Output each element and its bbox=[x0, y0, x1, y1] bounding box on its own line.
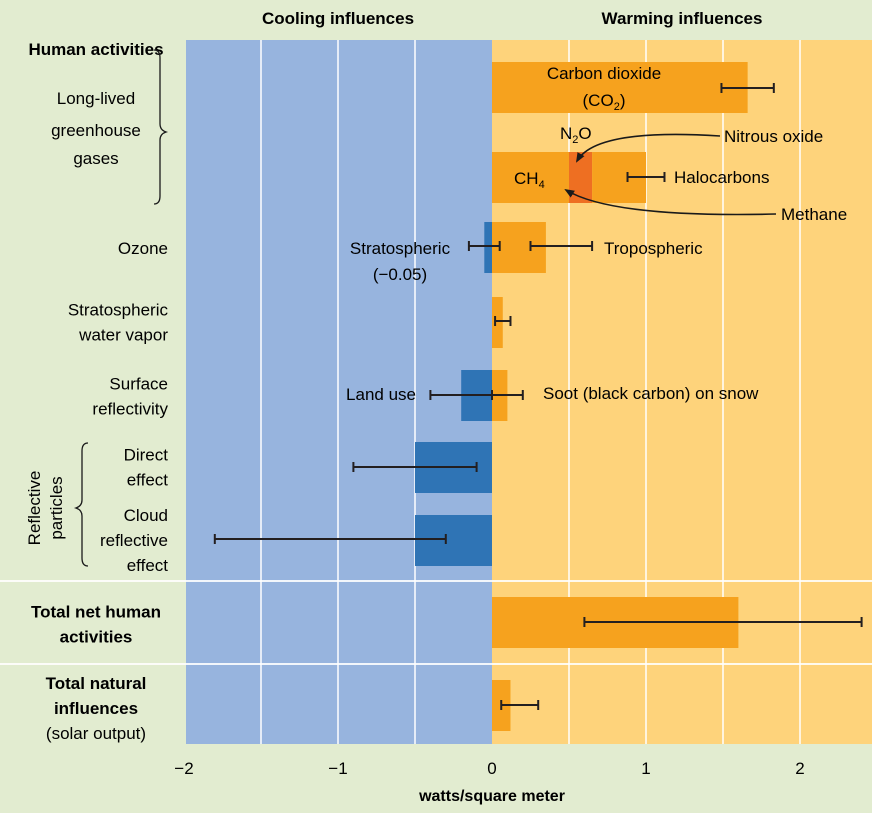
row-sublabel-natural: (solar output) bbox=[46, 724, 146, 743]
group-label-reflective-line1: Reflective bbox=[25, 471, 44, 546]
error-bar-layer bbox=[213, 83, 863, 710]
label-n2o: N2O bbox=[560, 124, 592, 146]
cooling-background bbox=[186, 40, 492, 744]
x-tick-label: −1 bbox=[328, 759, 347, 778]
x-tick-label: 0 bbox=[487, 759, 496, 778]
row-label-natural-line2: influences bbox=[54, 699, 138, 718]
group-label-reflective-line2: particles bbox=[47, 476, 66, 539]
bar-layer bbox=[415, 62, 748, 731]
cooling-header: Cooling influences bbox=[262, 9, 414, 28]
row-label-total_human-line2: activities bbox=[60, 628, 133, 647]
co2-formula-post: ) bbox=[620, 91, 626, 110]
x-tick-labels: −2 −1 0 1 2 bbox=[174, 759, 804, 778]
n2o-sub: 2 bbox=[572, 134, 578, 146]
co2-formula-pre: (CO bbox=[583, 91, 614, 110]
arrow-nitrous-oxide bbox=[575, 133, 721, 163]
label-soot: Soot (black carbon) on snow bbox=[543, 384, 759, 403]
row-labels: Ozone Stratospheric water vapor Surface refl… bbox=[31, 239, 169, 743]
label-stratospheric: Stratospheric bbox=[350, 239, 451, 258]
warming-header: Warming influences bbox=[602, 9, 763, 28]
ghg-bracket bbox=[153, 49, 169, 205]
label-nitrous-oxide: Nitrous oxide bbox=[724, 127, 823, 146]
label-carbon-dioxide: Carbon dioxide bbox=[547, 64, 661, 83]
bar-nitrous-oxide-n2o bbox=[569, 152, 593, 203]
group-label-ghg-line2: greenhouse bbox=[51, 121, 141, 140]
arrow-methane bbox=[564, 188, 777, 216]
bar-carbon-dioxide-co2 bbox=[492, 62, 748, 113]
n2o-post: O bbox=[578, 124, 591, 143]
x-tick-label: 1 bbox=[641, 759, 650, 778]
ch4-pre: CH bbox=[514, 169, 539, 188]
group-label-human-activities: Human activities bbox=[28, 40, 163, 59]
row-label-surface-line1: Surface bbox=[109, 375, 168, 394]
label-tropospheric: Tropospheric bbox=[604, 239, 703, 258]
bar-stratospheric bbox=[484, 222, 492, 273]
co2-formula-sub: 2 bbox=[614, 101, 620, 113]
bar-tropospheric bbox=[492, 222, 546, 273]
label-ch4: CH4 bbox=[514, 169, 545, 191]
reflective-bracket bbox=[73, 442, 89, 567]
label-carbon-dioxide-formula: (CO2) bbox=[583, 91, 626, 113]
label-methane: Methane bbox=[781, 205, 847, 224]
row-label-cloud-line3: effect bbox=[127, 556, 169, 575]
row-label-ozone-line1: Ozone bbox=[118, 239, 168, 258]
x-tick-label: −2 bbox=[174, 759, 193, 778]
label-land-use: Land use bbox=[346, 385, 416, 404]
row-label-cloud-line1: Cloud bbox=[124, 506, 168, 525]
bar-cloud-reflective-effect bbox=[415, 515, 492, 566]
row-label-cloud-line2: reflective bbox=[100, 531, 168, 550]
row-label-natural-line1: Total natural bbox=[46, 674, 147, 693]
row-label-h2o-line2: water vapor bbox=[78, 326, 168, 345]
row-label-h2o-line1: Stratospheric bbox=[68, 301, 169, 320]
ch4-sub: 4 bbox=[539, 179, 545, 191]
bar-stratospheric-water-vapor bbox=[492, 297, 503, 348]
group-label-ghg-line3: gases bbox=[73, 149, 118, 168]
label-stratospheric-value: (−0.05) bbox=[373, 265, 427, 284]
x-tick-label: 2 bbox=[795, 759, 804, 778]
bar-methane-ch4 bbox=[492, 152, 569, 203]
n2o-pre: N bbox=[560, 124, 572, 143]
group-label-ghg-line1: Long-lived bbox=[57, 89, 135, 108]
row-label-direct-line1: Direct bbox=[124, 446, 169, 465]
label-halocarbons: Halocarbons bbox=[674, 168, 769, 187]
row-label-surface-line2: reflectivity bbox=[92, 400, 168, 419]
x-axis-label: watts/square meter bbox=[418, 788, 565, 805]
row-label-direct-line2: effect bbox=[127, 471, 169, 490]
row-label-total_human-line1: Total net human bbox=[31, 603, 161, 622]
